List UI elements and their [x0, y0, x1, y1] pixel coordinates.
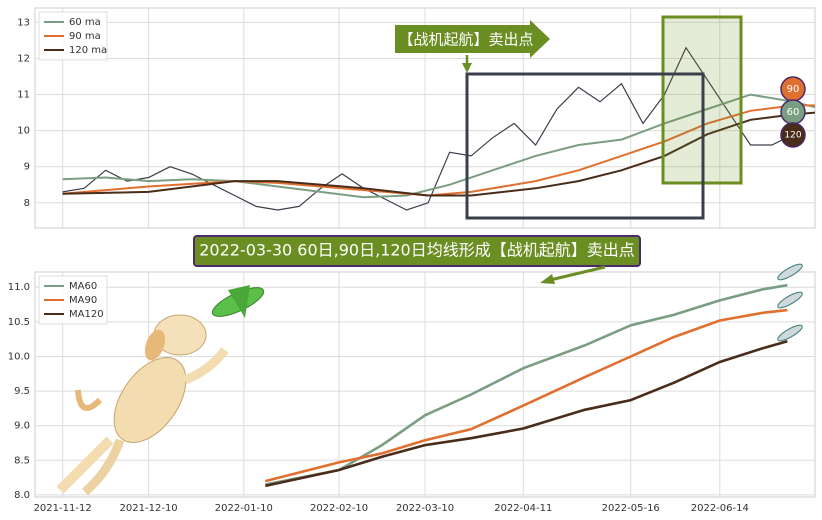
y-tick-label: 9: [24, 162, 30, 173]
y-tick-label: 10.0: [8, 351, 30, 362]
x-tick-label: 2021-12-10: [120, 503, 178, 514]
y-tick-label: 8.0: [14, 490, 30, 501]
banner-pointer-head: [540, 274, 555, 284]
y-tick-label: 10: [17, 126, 30, 137]
legend-label: MA60: [69, 281, 97, 292]
plane-icon: [211, 285, 265, 318]
plane-icons: [777, 263, 803, 342]
marks: 60 ma 90 ma 120 ma MA60 MA90 MA120: [38, 11, 816, 488]
banner-pointer: [549, 265, 606, 282]
ma-line: [62, 93, 816, 199]
annotation: 【战机起航】卖出点: [398, 31, 533, 49]
price-line: [62, 46, 794, 211]
pointer-head: [462, 63, 472, 73]
banner-text: 2022-03-30 60日,90日,120日均线形成【战机起航】卖出点: [199, 241, 635, 260]
x-tick-label: 2022-04-11: [494, 503, 552, 514]
x-tick-label: 2022-06-14: [691, 503, 749, 514]
ma-line: [265, 283, 788, 486]
ma-line: [264, 308, 788, 483]
badge-label: 120: [784, 131, 801, 141]
banner: [193, 235, 641, 267]
badge-label: 90: [787, 84, 800, 95]
legend-label: MA120: [69, 309, 104, 320]
legend-label: MA90: [69, 295, 97, 306]
y-tick-label: 11.0: [8, 282, 30, 293]
x-tick-label: 2022-01-10: [215, 503, 273, 514]
x-tick-label: 2022-05-16: [602, 503, 660, 514]
y-tick-label: 12: [17, 53, 30, 64]
legend-label: 90 ma: [69, 31, 101, 42]
y-tick-label: 10.5: [8, 317, 30, 328]
badge-label: 60: [787, 107, 800, 118]
y-tick-label: 11: [17, 90, 30, 101]
badge: [780, 122, 806, 148]
x-tick-label: 2022-02-10: [310, 503, 368, 514]
x-tick-label: 2022-03-10: [396, 503, 454, 514]
x-tick-label: 2021-11-12: [34, 503, 92, 514]
legend-label: 60 ma: [69, 17, 101, 28]
annotation-arrow-box: [395, 20, 550, 58]
y-tick-label: 8.5: [14, 455, 30, 466]
y-tick-label: 9.5: [14, 386, 30, 397]
focus-box: [465, 72, 705, 220]
ma-line: [62, 111, 816, 197]
y-tick-label: 8: [24, 198, 30, 209]
dog-illustration: [56, 314, 229, 496]
badges: 90 60 120: [780, 76, 806, 148]
y-tick-label: 13: [17, 17, 30, 28]
y-tick-label: 9.0: [14, 421, 30, 432]
legend-label: 120 ma: [69, 45, 107, 56]
ma-line: [265, 339, 788, 488]
